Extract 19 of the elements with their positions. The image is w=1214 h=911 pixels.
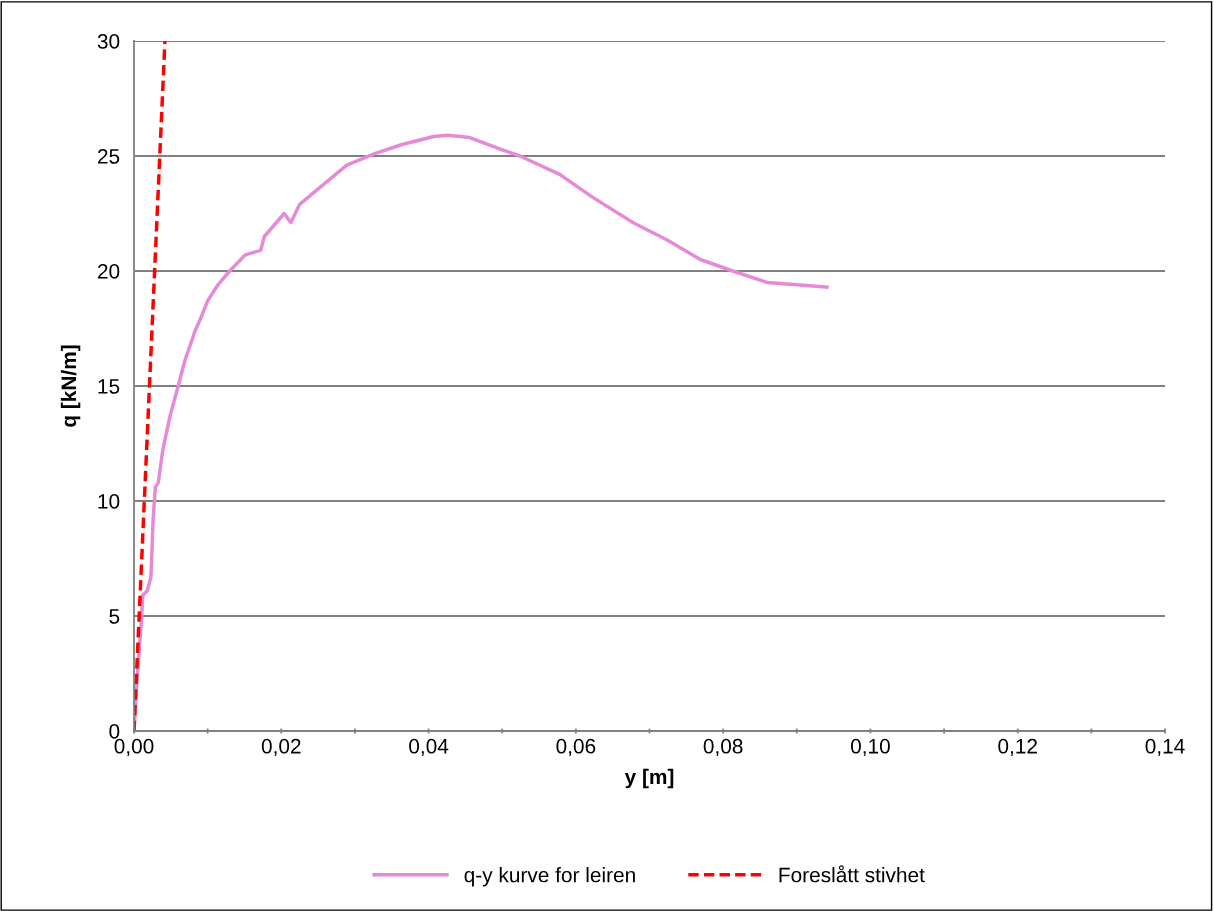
x-tick-label: 0,04 bbox=[409, 738, 449, 757]
x-axis-title: y [m] bbox=[624, 768, 674, 789]
x-tick-label: 0,02 bbox=[261, 738, 301, 757]
legend-label: q-y kurve for leiren bbox=[464, 867, 635, 887]
y-tick-label: 0 bbox=[109, 724, 120, 739]
x-tick-label: 0,10 bbox=[850, 738, 890, 757]
x-tick-label: 0,12 bbox=[998, 738, 1037, 757]
y-tick-label: 25 bbox=[97, 149, 120, 164]
y-tick-label: 15 bbox=[98, 379, 120, 394]
x-tick-label: 0,06 bbox=[556, 738, 596, 757]
y-tick-label: 5 bbox=[109, 609, 120, 624]
legend-label: Foreslått stivhet bbox=[779, 865, 925, 883]
y-axis-title: q [kN/m] bbox=[60, 345, 81, 427]
y-tick-label: 30 bbox=[97, 34, 120, 49]
y-tick-label: 10 bbox=[98, 494, 120, 509]
x-tick-label: 0,14 bbox=[1145, 738, 1185, 757]
x-tick-label: 0,08 bbox=[703, 738, 743, 757]
y-tick-label: 20 bbox=[97, 264, 120, 279]
x-tick-label: 0,00 bbox=[114, 738, 154, 757]
